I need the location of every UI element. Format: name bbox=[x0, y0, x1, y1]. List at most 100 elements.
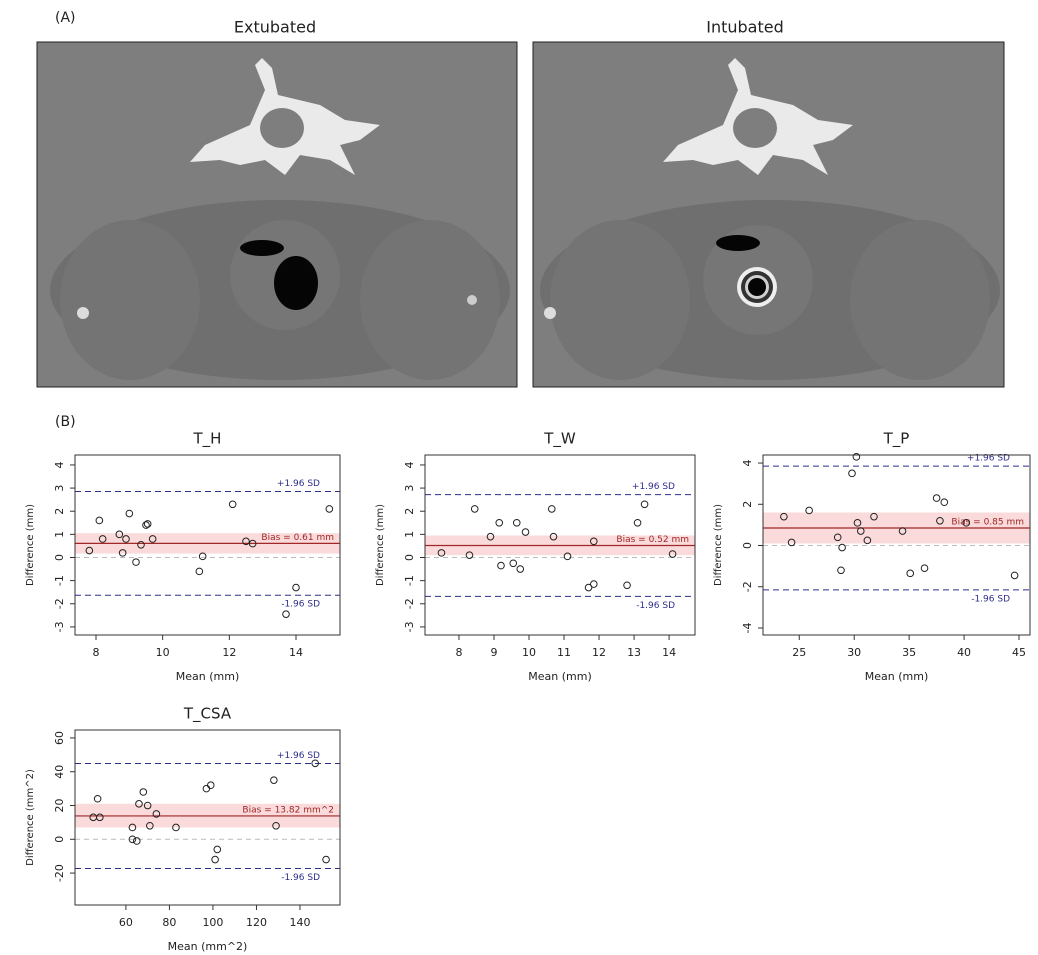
x-axis-label: Mean (mm) bbox=[865, 670, 928, 683]
y-tick-label: 20 bbox=[53, 799, 66, 813]
data-point bbox=[326, 506, 333, 513]
x-tick-label: 10 bbox=[522, 646, 536, 659]
image-title: Intubated bbox=[706, 18, 784, 37]
x-tick-label: 120 bbox=[246, 916, 267, 929]
y-tick-label: -20 bbox=[53, 864, 66, 882]
x-tick-label: 80 bbox=[162, 916, 176, 929]
upper-loa-label: +1.96 SD bbox=[277, 479, 320, 489]
x-tick-label: 30 bbox=[847, 646, 861, 659]
chart-title: T_CSA bbox=[183, 705, 232, 724]
data-point bbox=[203, 785, 210, 792]
data-point bbox=[96, 517, 103, 524]
y-tick-label: 3 bbox=[403, 485, 416, 492]
ct-image bbox=[37, 42, 517, 387]
data-point bbox=[624, 582, 631, 589]
y-axis-label: Difference (mm^2) bbox=[25, 769, 36, 866]
data-point bbox=[229, 501, 236, 508]
lower-loa-label: -1.96 SD bbox=[281, 600, 320, 610]
data-point bbox=[199, 553, 206, 560]
bias-label: Bias = 0.85 mm bbox=[951, 517, 1024, 527]
image-title: Extubated bbox=[234, 18, 316, 37]
y-tick-label: 4 bbox=[403, 461, 416, 468]
lower-loa-label: -1.96 SD bbox=[281, 873, 320, 883]
x-tick-label: 9 bbox=[490, 646, 497, 659]
x-axis-label: Mean (mm) bbox=[176, 670, 239, 683]
y-tick-label: -1 bbox=[53, 575, 66, 586]
x-tick-label: 60 bbox=[119, 916, 133, 929]
y-tick-label: 0 bbox=[53, 836, 66, 843]
data-point bbox=[838, 567, 845, 574]
data-point bbox=[513, 519, 520, 526]
data-point bbox=[133, 559, 140, 566]
data-point bbox=[496, 519, 503, 526]
data-point bbox=[634, 519, 641, 526]
data-point bbox=[517, 566, 524, 573]
data-point bbox=[212, 856, 219, 863]
x-tick-label: 12 bbox=[592, 646, 606, 659]
data-point bbox=[941, 499, 948, 506]
x-tick-label: 12 bbox=[222, 646, 236, 659]
data-point bbox=[1011, 572, 1018, 579]
data-point bbox=[933, 495, 940, 502]
x-tick-label: 14 bbox=[662, 646, 676, 659]
x-tick-label: 100 bbox=[202, 916, 223, 929]
y-tick-label: 60 bbox=[53, 731, 66, 745]
y-tick-label: -3 bbox=[403, 621, 416, 632]
upper-loa-label: +1.96 SD bbox=[277, 751, 320, 761]
bias-label: Bias = 0.61 mm bbox=[261, 533, 334, 543]
data-point bbox=[271, 777, 278, 784]
data-point bbox=[196, 568, 203, 575]
y-tick-label: 2 bbox=[741, 501, 754, 508]
y-tick-label: 2 bbox=[403, 508, 416, 515]
y-tick-label: -4 bbox=[741, 623, 754, 634]
data-point bbox=[293, 584, 300, 591]
bias-label: Bias = 0.52 mm bbox=[616, 535, 689, 545]
x-tick-label: 40 bbox=[957, 646, 971, 659]
y-tick-label: 3 bbox=[53, 485, 66, 492]
data-point bbox=[849, 470, 856, 477]
y-tick-label: 40 bbox=[53, 765, 66, 779]
chart-title: T_W bbox=[543, 430, 576, 449]
x-tick-label: 11 bbox=[557, 646, 571, 659]
y-tick-label: -2 bbox=[53, 598, 66, 609]
y-tick-label: -2 bbox=[403, 598, 416, 609]
panel-label: (B) bbox=[55, 414, 76, 430]
data-point bbox=[548, 506, 555, 513]
x-tick-label: 14 bbox=[289, 646, 303, 659]
y-tick-label: 4 bbox=[741, 460, 754, 467]
y-tick-label: -2 bbox=[741, 581, 754, 592]
ct-image bbox=[533, 42, 1004, 387]
x-tick-label: 45 bbox=[1012, 646, 1026, 659]
y-tick-label: 0 bbox=[403, 554, 416, 561]
data-point bbox=[283, 611, 290, 618]
data-point bbox=[126, 510, 133, 517]
chart-title: T_P bbox=[883, 430, 910, 449]
data-point bbox=[94, 795, 101, 802]
data-point bbox=[522, 529, 529, 536]
data-point bbox=[471, 506, 478, 513]
data-point bbox=[323, 856, 330, 863]
x-axis-label: Mean (mm^2) bbox=[168, 940, 248, 953]
x-tick-label: 10 bbox=[156, 646, 170, 659]
lower-loa-label: -1.96 SD bbox=[636, 601, 675, 611]
data-point bbox=[207, 782, 214, 789]
x-tick-label: 8 bbox=[455, 646, 462, 659]
data-point bbox=[641, 501, 648, 508]
y-axis-label: Difference (mm) bbox=[713, 504, 724, 586]
data-point bbox=[839, 544, 846, 551]
x-tick-label: 140 bbox=[289, 916, 310, 929]
data-point bbox=[214, 846, 221, 853]
y-tick-label: 0 bbox=[53, 554, 66, 561]
y-tick-label: 1 bbox=[403, 531, 416, 538]
x-tick-label: 13 bbox=[627, 646, 641, 659]
data-point bbox=[133, 838, 140, 845]
x-tick-label: 8 bbox=[93, 646, 100, 659]
data-point bbox=[590, 581, 597, 588]
upper-loa-label: +1.96 SD bbox=[632, 482, 675, 492]
y-axis-label: Difference (mm) bbox=[375, 504, 386, 586]
plot-frame bbox=[763, 455, 1030, 635]
data-point bbox=[140, 789, 147, 796]
lower-loa-label: -1.96 SD bbox=[971, 594, 1010, 604]
y-tick-label: 1 bbox=[53, 531, 66, 538]
y-axis-label: Difference (mm) bbox=[25, 504, 36, 586]
